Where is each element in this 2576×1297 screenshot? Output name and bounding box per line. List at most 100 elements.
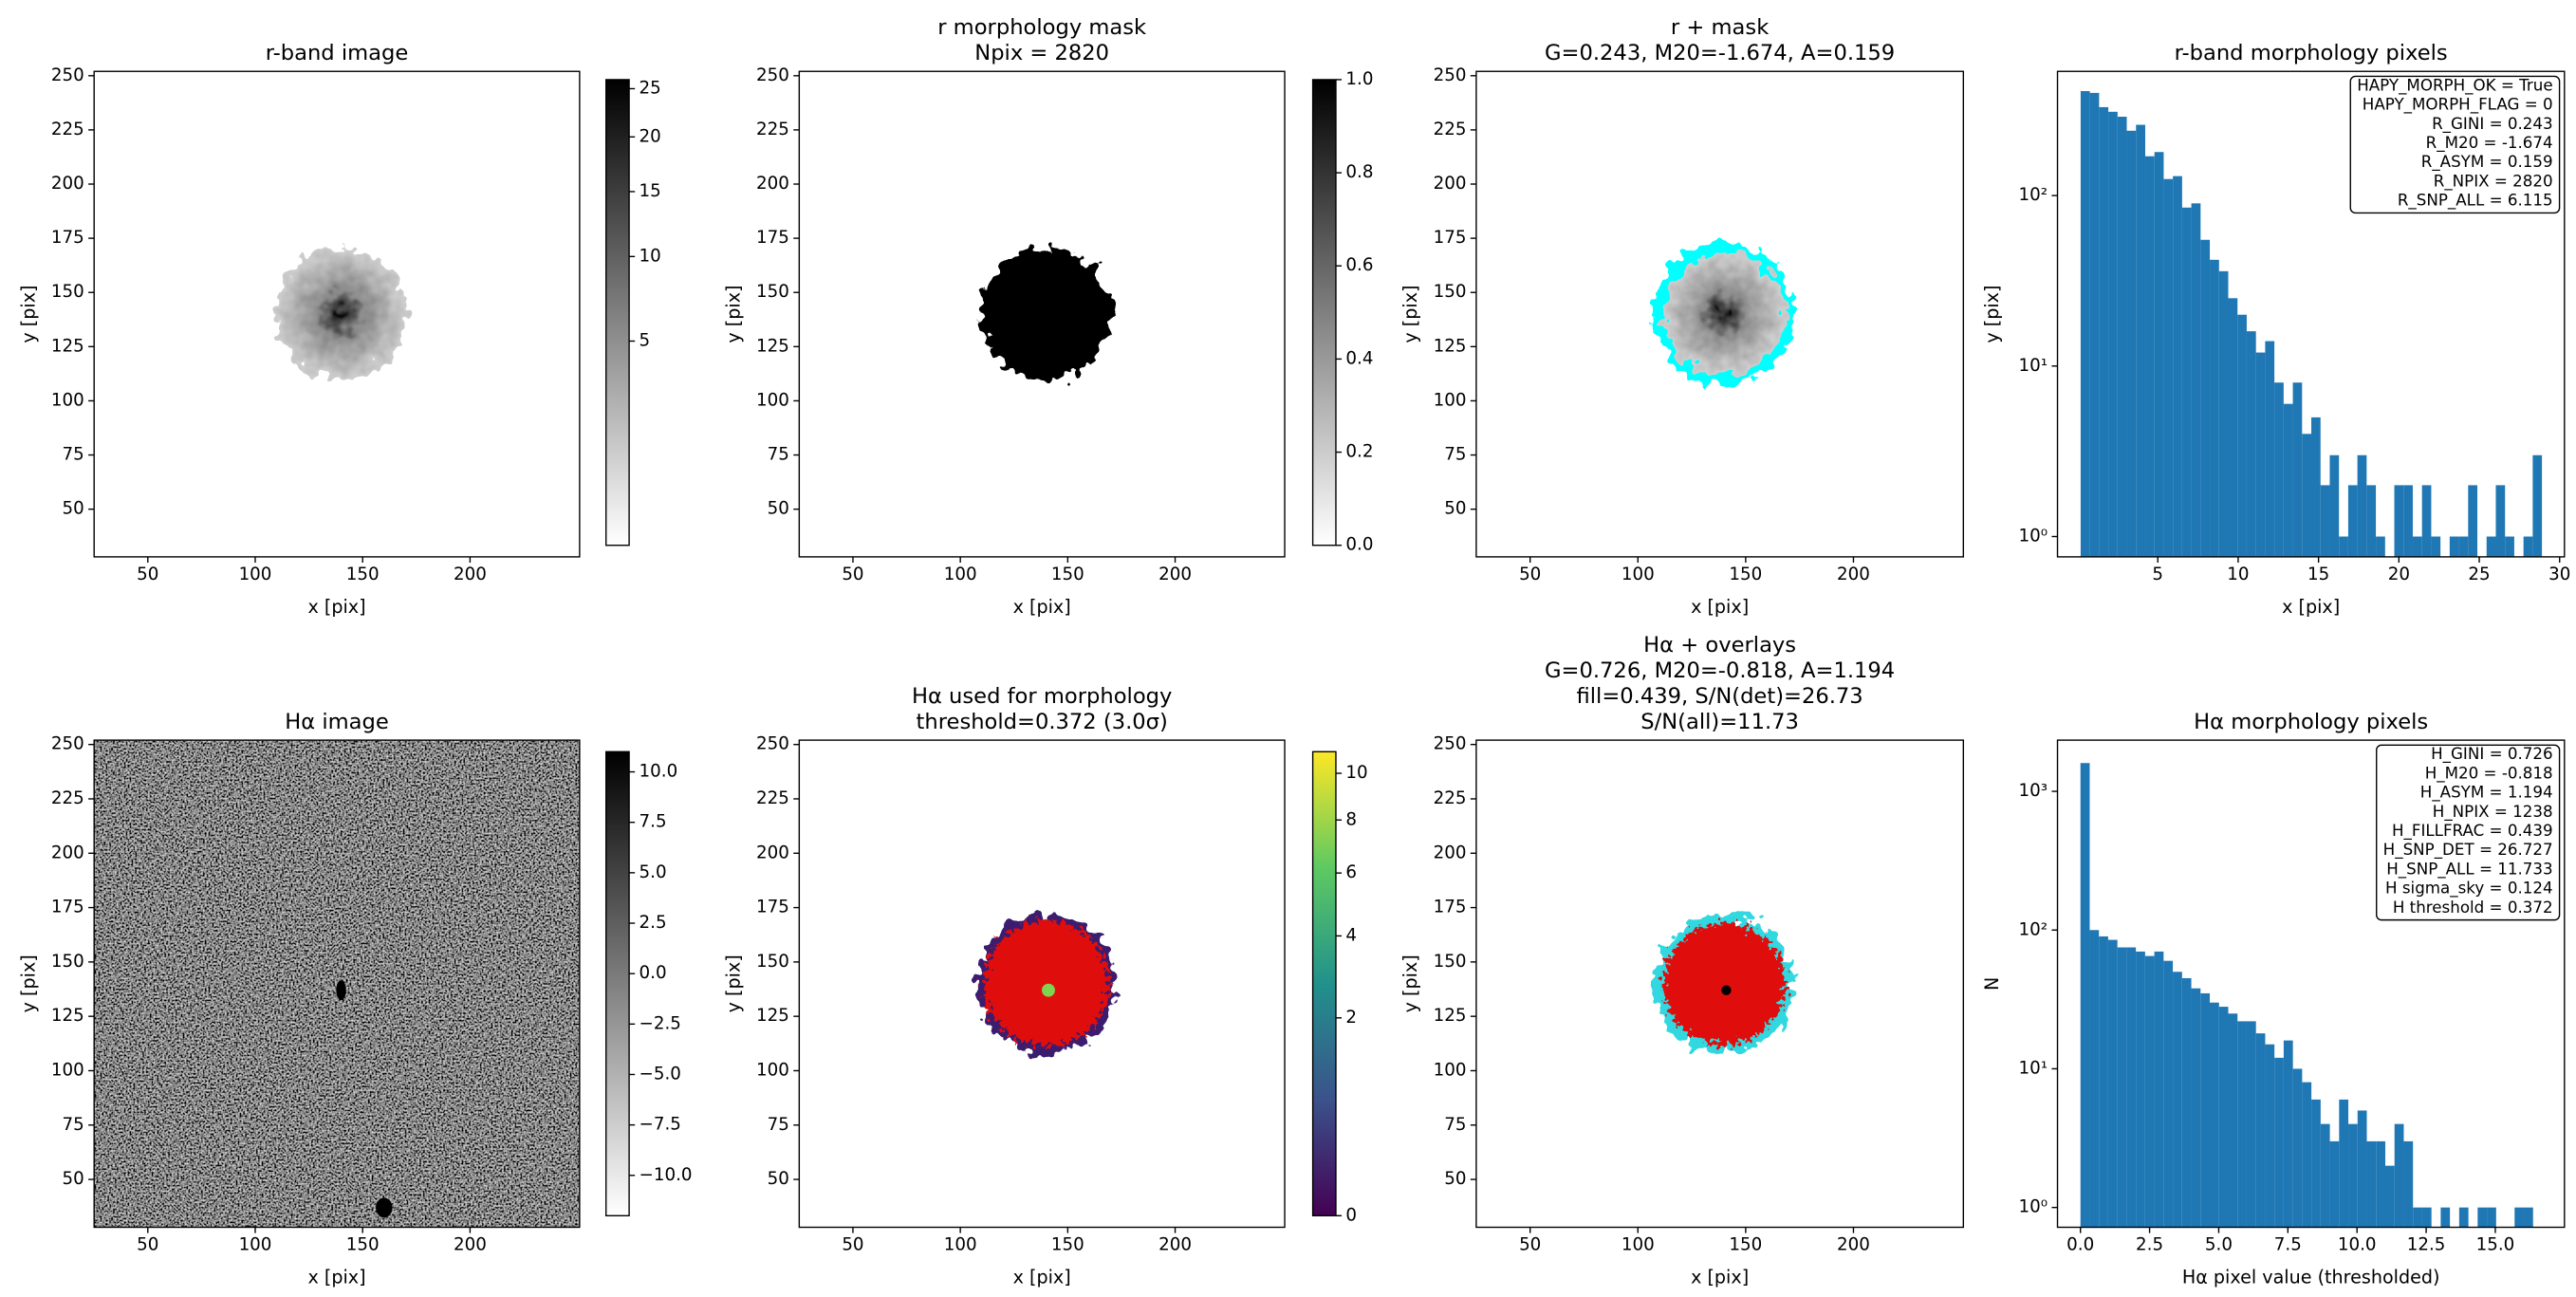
hist-bar xyxy=(2117,117,2127,557)
colorbar-tick-label: 4 xyxy=(1345,925,1357,945)
stats-line: H_NPIX = 1238 xyxy=(2433,802,2553,822)
hist-bar xyxy=(2421,1207,2432,1228)
y-tick-label: 125 xyxy=(756,336,789,356)
y-tick-label: 125 xyxy=(51,1006,84,1026)
colorbar-tick-label: −2.5 xyxy=(639,1013,681,1033)
colorbar-tick-label: 6 xyxy=(1345,862,1357,882)
stats-line: HAPY_MORPH_OK = True xyxy=(2357,75,2552,95)
y-axis-label: y [pix] xyxy=(18,954,40,1012)
y-axis-label: y [pix] xyxy=(723,286,745,343)
stats-line: H_M20 = -0.818 xyxy=(2425,763,2553,783)
hist-bar xyxy=(2311,417,2321,557)
hist-bar xyxy=(2136,124,2145,557)
y-tick-label: 225 xyxy=(756,788,789,808)
y-tick-label: 125 xyxy=(51,336,84,356)
x-tick-label: 5.0 xyxy=(2205,1235,2233,1255)
colorbar-tick-label: 15 xyxy=(639,181,661,201)
y-tick-label: 175 xyxy=(51,898,84,917)
colorbar xyxy=(1311,79,1337,547)
y-tick-label: 225 xyxy=(756,120,789,139)
panel: 50 100 150 200 50 75 100 125 150 175 200 225 250 Hα i… xyxy=(18,710,693,1288)
y-tick-label: 225 xyxy=(51,788,84,808)
colorbar-tick-label: 0.2 xyxy=(1345,442,1373,462)
y-tick-label: 100 xyxy=(1434,390,1467,410)
hist-bar xyxy=(2173,972,2182,1228)
x-tick-label: 200 xyxy=(1158,565,1192,584)
panel: 50 100 150 200 50 75 100 125 150 175 200 225 250 Hα +… xyxy=(1399,633,1965,1288)
stats-line: R_M20 = -1.674 xyxy=(2426,133,2553,153)
hist-bar xyxy=(2394,485,2404,557)
plot-area xyxy=(94,740,580,1228)
x-axis-label: x [pix] xyxy=(1013,596,1071,618)
y-tick-label: 225 xyxy=(51,120,84,139)
x-tick-label: 100 xyxy=(239,565,272,584)
hist-bar xyxy=(2320,1123,2330,1228)
hist-bar xyxy=(2107,939,2118,1228)
x-axis-label: x [pix] xyxy=(1691,1267,1749,1288)
x-axis-label: Hα pixel value (thresholded) xyxy=(2182,1267,2440,1288)
hist-bar xyxy=(2495,485,2506,557)
hist-bar xyxy=(2181,977,2192,1228)
hist-bar xyxy=(2412,536,2422,557)
y-tick-label: 100 xyxy=(756,390,789,410)
panel-title: r-band morphology pixels xyxy=(2175,41,2448,65)
x-tick-label: 150 xyxy=(1729,565,1762,584)
x-tick-label: 0.0 xyxy=(2066,1235,2094,1255)
y-tick-label: 175 xyxy=(756,898,789,917)
panel-title: r morphology mask xyxy=(937,15,1147,40)
y-tick-label: 75 xyxy=(1444,445,1466,465)
hist-bar xyxy=(2394,1123,2404,1228)
axes-frame xyxy=(798,70,1286,558)
y-tick-label: 225 xyxy=(1434,788,1467,808)
y-tick-label: 125 xyxy=(756,1006,789,1026)
y-tick-label: 150 xyxy=(1434,282,1467,302)
y-tick-label: 200 xyxy=(51,843,84,862)
x-tick-label: 200 xyxy=(1837,565,1870,584)
plot-area xyxy=(274,248,408,380)
panel: 5 10 15 20 25 30 10⁰ 10¹ 10² r-band morphology pi… xyxy=(1981,41,2570,618)
hist-bar xyxy=(2403,1140,2414,1228)
panel-title: Hα image xyxy=(285,710,389,734)
y-tick-label: 10⁰ xyxy=(2018,526,2048,546)
x-tick-label: 15.0 xyxy=(2476,1235,2515,1255)
x-tick-label: 12.5 xyxy=(2407,1235,2446,1255)
hist-bar xyxy=(2144,156,2155,557)
x-tick-label: 50 xyxy=(842,565,863,584)
y-tick-label: 150 xyxy=(51,952,84,972)
stats-line: R_ASYM = 0.159 xyxy=(2421,152,2553,172)
y-tick-label: 75 xyxy=(768,1115,789,1135)
panel: 50 100 150 200 50 75 100 125 150 175 200 225 250 r mo… xyxy=(723,15,1374,618)
stats-line: H_SNP_ALL = 11.733 xyxy=(2386,859,2552,879)
x-tick-label: 100 xyxy=(239,1235,272,1255)
y-tick-label: 50 xyxy=(1444,1169,1466,1189)
x-tick-label: 150 xyxy=(1051,1235,1084,1255)
hist-bar xyxy=(2523,536,2533,557)
panel-title: Hα + overlays xyxy=(1643,633,1796,658)
colorbar-tick-label: 0 xyxy=(1345,1205,1357,1225)
colorbar-tick-label: 10.0 xyxy=(639,762,678,782)
axes-frame xyxy=(93,739,581,1229)
y-tick-label: 200 xyxy=(756,174,789,194)
x-tick-label: 100 xyxy=(944,565,977,584)
hist-bar xyxy=(2329,1140,2340,1228)
x-tick-label: 200 xyxy=(1158,1235,1192,1255)
x-tick-label: 2.5 xyxy=(2136,1235,2163,1255)
y-tick-label: 200 xyxy=(1434,174,1467,194)
y-tick-label: 75 xyxy=(768,445,789,465)
x-tick-label: 150 xyxy=(346,565,380,584)
y-axis-label: N xyxy=(1981,977,2003,991)
colorbar-tick-label: 5.0 xyxy=(639,862,667,882)
panel: 0.0 2.5 5.0 7.5 10.0 12.5 15.0 10⁰ 10¹ 10² 10³ Hα m… xyxy=(1981,710,2566,1288)
colorbar xyxy=(605,79,630,547)
hist-bar xyxy=(2218,270,2229,557)
panel: 50 100 150 200 50 75 100 125 150 175 200 225 250 r + … xyxy=(1399,15,1965,618)
y-tick-label: 100 xyxy=(51,1060,84,1080)
y-tick-label: 250 xyxy=(1434,734,1467,754)
source-spot xyxy=(336,980,346,1001)
panel-title: S/N(all)=11.73 xyxy=(1640,710,1799,734)
galaxy xyxy=(1662,252,1786,376)
hist-bar xyxy=(2163,960,2174,1228)
colorbar-tick-label: 2.5 xyxy=(639,913,667,933)
stats-frame xyxy=(2349,75,2561,214)
